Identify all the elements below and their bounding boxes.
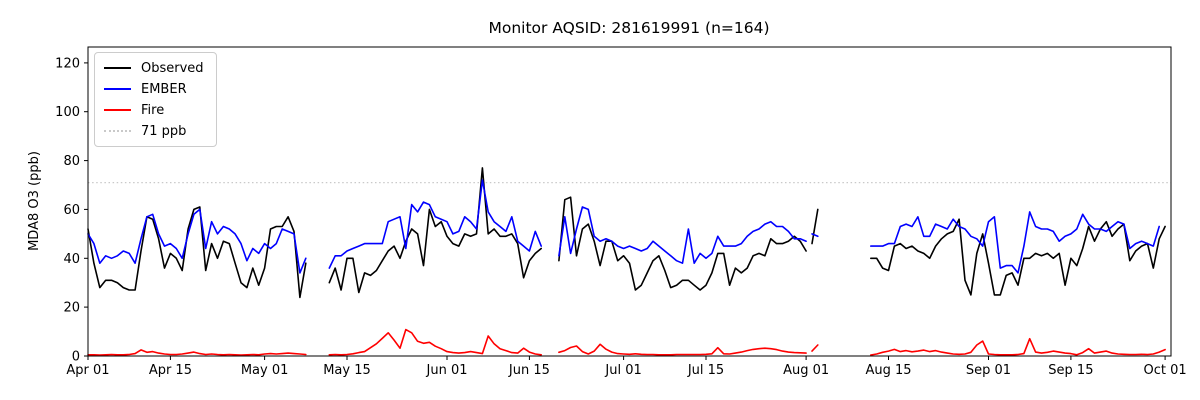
x-tick-label: May 01 [241,363,289,378]
legend-item: EMBER [104,81,204,97]
series-line-observed [87,167,1166,299]
legend-swatch [104,109,131,111]
x-tick-label: May 15 [323,363,371,378]
legend-item: Fire [104,102,204,118]
legend-swatch [104,88,131,90]
y-tick-label: 40 [63,252,80,267]
x-tick-label: Aug 15 [865,363,911,378]
y-tick-label: 120 [55,56,80,71]
chart-title: Monitor AQSID: 281619991 (n=164) [488,19,769,37]
x-tick-label: Jun 15 [508,363,550,378]
legend-item: 71 ppb [104,123,204,139]
x-tick-label: Jul 01 [604,363,641,378]
x-tick-label: Apr 15 [149,363,192,378]
plot-border [87,46,1172,357]
legend-label: Fire [141,102,165,118]
x-tick-label: Sep 15 [1048,363,1093,378]
x-tick-label: Aug 01 [783,363,829,378]
series-line-ember [87,179,1160,274]
legend-label: 71 ppb [141,123,187,139]
y-tick-label: 60 [63,203,80,218]
y-tick-label: 80 [63,154,80,169]
x-tick-label: Apr 01 [66,363,109,378]
legend-label: EMBER [141,81,187,97]
y-tick-label: 20 [63,301,80,316]
x-tick-label: Sep 01 [966,363,1011,378]
legend-label: Observed [141,60,204,76]
y-tick-label: 100 [55,105,80,120]
plot-area: Apr 01 Apr 15 May 01 May 15 Jun 01 Jun 15 Jul … [55,46,1187,378]
legend-swatch [104,67,131,69]
x-tick-label: Oct 01 [1144,363,1187,378]
legend: Observed EMBER Fire 71 ppb [94,52,217,147]
series-line-fire [87,328,1166,356]
x-tick-label: Jul 15 [687,363,724,378]
legend-swatch [104,130,131,132]
x-tick-label: Jun 01 [426,363,468,378]
y-axis-label: MDA8 O3 (ppb) [27,151,42,251]
legend-item: Observed [104,60,204,76]
y-tick-label: 0 [72,350,80,365]
